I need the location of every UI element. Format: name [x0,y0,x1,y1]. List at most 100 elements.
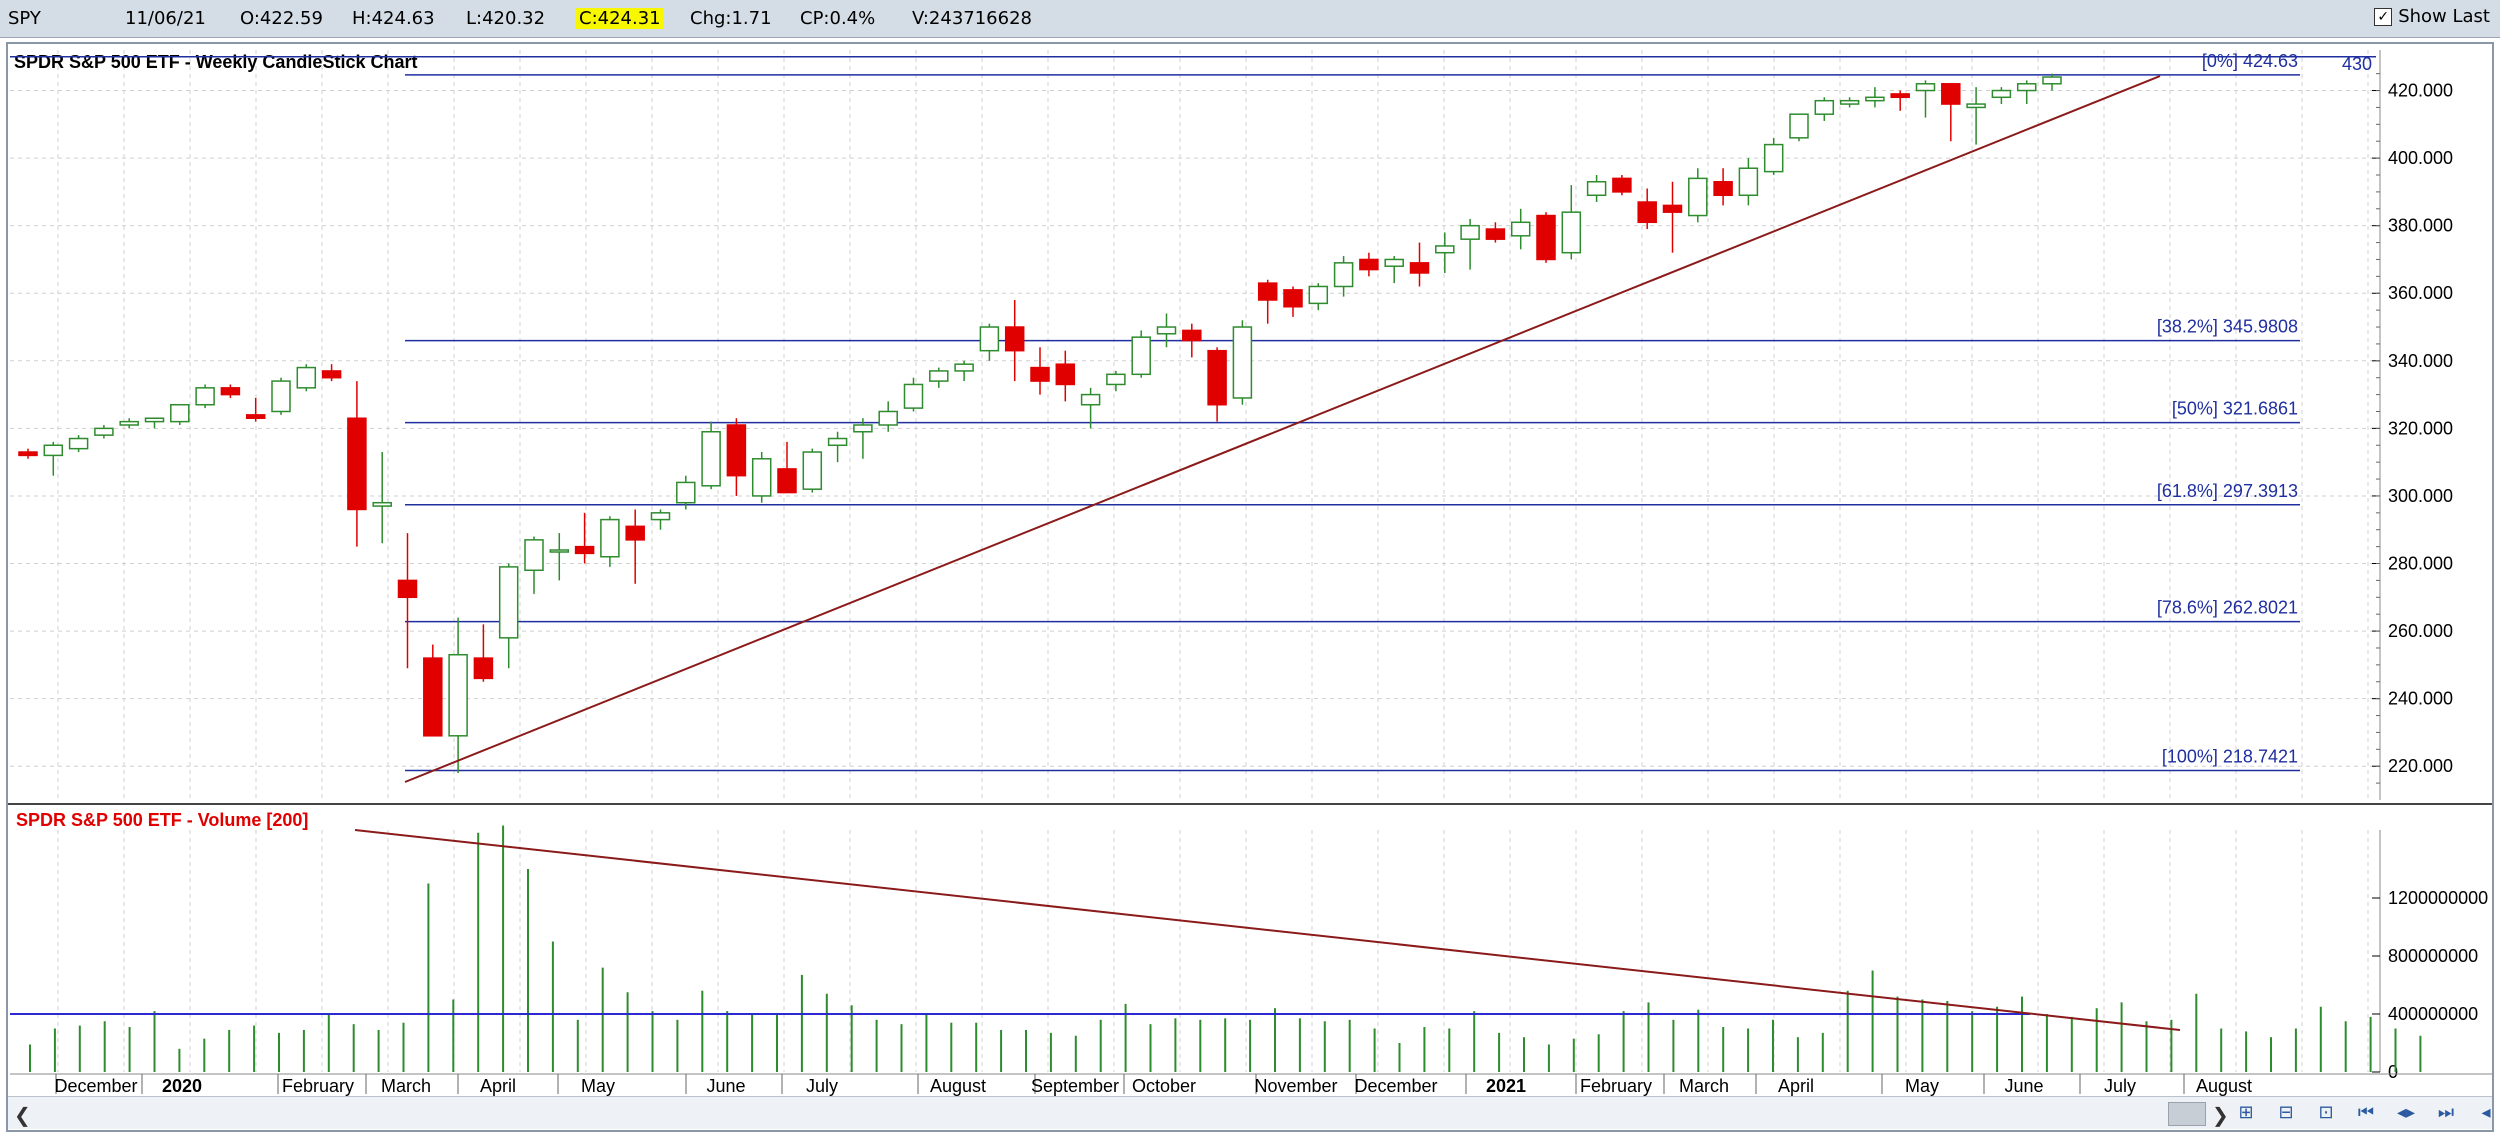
candle [473,624,494,682]
candle [245,397,266,422]
candle-body [954,363,974,372]
candle-body [1106,373,1126,386]
candle-body [878,410,898,426]
quote-symbol: SPY [8,8,41,29]
fibonacci-retracement[interactable]: [0%] 424.63 [38.2%] 345.9808 [50%] 321.686… [10,51,2376,772]
fib-level-label: [38.2%] 345.9808 [2157,317,2298,337]
candle-body [1941,83,1961,105]
candle [170,403,190,425]
candle [1510,208,1531,250]
candle [448,617,468,773]
candle [1814,97,1835,121]
candle-body [827,437,848,447]
fib-level-label: [0%] 424.63 [2202,51,2298,71]
price-tick-label: 360.000 [2388,283,2453,303]
candle-body [929,370,949,382]
candle [321,364,342,382]
candle [1865,87,1885,108]
zoom-fit-icon[interactable]: ⊡ [2318,1102,2334,1123]
candle-body [1485,228,1506,240]
candle [1662,181,1683,253]
time-tick-label: July [2104,1076,2136,1096]
candle [1763,137,1784,175]
candle [1004,300,1025,382]
candle-body [1536,214,1556,261]
candle [1030,347,1050,395]
scroll-start-icon[interactable]: ⏮ [2357,1102,2375,1123]
candle-body [1232,326,1253,399]
price-tick-label: 400.000 [2388,148,2453,168]
candle [751,452,772,503]
price-grid [10,50,2380,800]
candle-body [853,424,873,433]
fib-level-label: [100%] 218.7421 [2162,746,2298,766]
quote-high: H:424.63 [352,8,435,29]
candle-body [1409,262,1430,274]
show-last-checkbox[interactable]: ✓ Show Last [2374,6,2490,27]
quote-low: L:420.32 [466,8,546,29]
scroll-end-icon[interactable]: ⏭ [2437,1102,2455,1123]
candle [1232,320,1253,405]
time-tick-label: July [806,1076,838,1096]
candle [347,381,367,547]
candle [1308,283,1329,311]
candle-body [1080,393,1101,406]
trendlines[interactable] [354,75,2181,1031]
candle-body [1839,99,1860,105]
candle [853,418,873,459]
zoom-in-icon[interactable]: ⊞ [2238,1102,2254,1123]
scroll-thumb[interactable] [2168,1102,2206,1126]
candle [1257,279,1278,324]
scroll-both-icon[interactable]: ◂▸ [2396,1102,2416,1123]
price-corner-label: 430 [2342,54,2372,74]
candle-body [1156,326,1177,335]
time-tick-label: April [1778,1076,1814,1096]
quote-date: 11/06/21 [125,8,206,29]
price-tick-label: 380.000 [2388,216,2453,236]
zoom-out-icon[interactable]: ⊟ [2278,1102,2294,1123]
price-trendline[interactable] [404,75,2161,783]
candle [372,452,392,544]
candle [1839,97,1860,108]
time-tick-label: November [1254,1076,1337,1096]
time-tick-label: May [581,1076,615,1096]
candle [2016,80,2037,105]
candle [68,435,89,453]
candle [574,512,595,564]
candle-body [1763,143,1784,173]
candle-body [170,403,190,423]
candle [1991,87,2012,105]
candle-body [751,458,772,497]
candle [1586,175,1607,203]
price-tick-label: 340.000 [2388,351,2453,371]
scroll-left-arrow-icon[interactable]: ❮ [14,1103,31,1127]
candle-body [625,525,645,541]
scroll-right-arrow-icon[interactable]: ❯ [2212,1103,2229,1127]
candle-body [144,417,165,423]
time-tick-label: October [1132,1076,1196,1096]
candle-body [574,545,595,555]
candle [220,384,241,398]
quote-bar: SPY 11/06/21 O:422.59 H:424.63 L:420.32 … [0,0,2500,38]
time-tick-label: 2021 [1486,1076,1526,1096]
volume-bars [10,825,2422,1072]
candle-body [1460,224,1480,240]
step-back-icon[interactable]: ◂ [2481,1102,2491,1123]
candle [271,377,291,415]
checkbox-check-icon[interactable]: ✓ [2374,7,2393,26]
candle [1131,330,1151,378]
candle [1637,188,1657,230]
horizontal-scrollbar[interactable]: ❮ ❯ ⊞ ⊟ ⊡ ⏮ ◂▸ ⏭ ◂ ▸ [8,1096,2492,1129]
candle-body [726,424,747,477]
candle [903,377,924,412]
price-tick-label: 420.000 [2388,81,2453,101]
candle [1409,242,1430,287]
candle [802,448,823,493]
candle [1966,87,1986,145]
candle [1688,168,1708,223]
candle [625,509,645,584]
candle [1359,252,1379,277]
price-tick-label: 240.000 [2388,689,2453,709]
volume-trendline[interactable] [354,829,2181,1031]
